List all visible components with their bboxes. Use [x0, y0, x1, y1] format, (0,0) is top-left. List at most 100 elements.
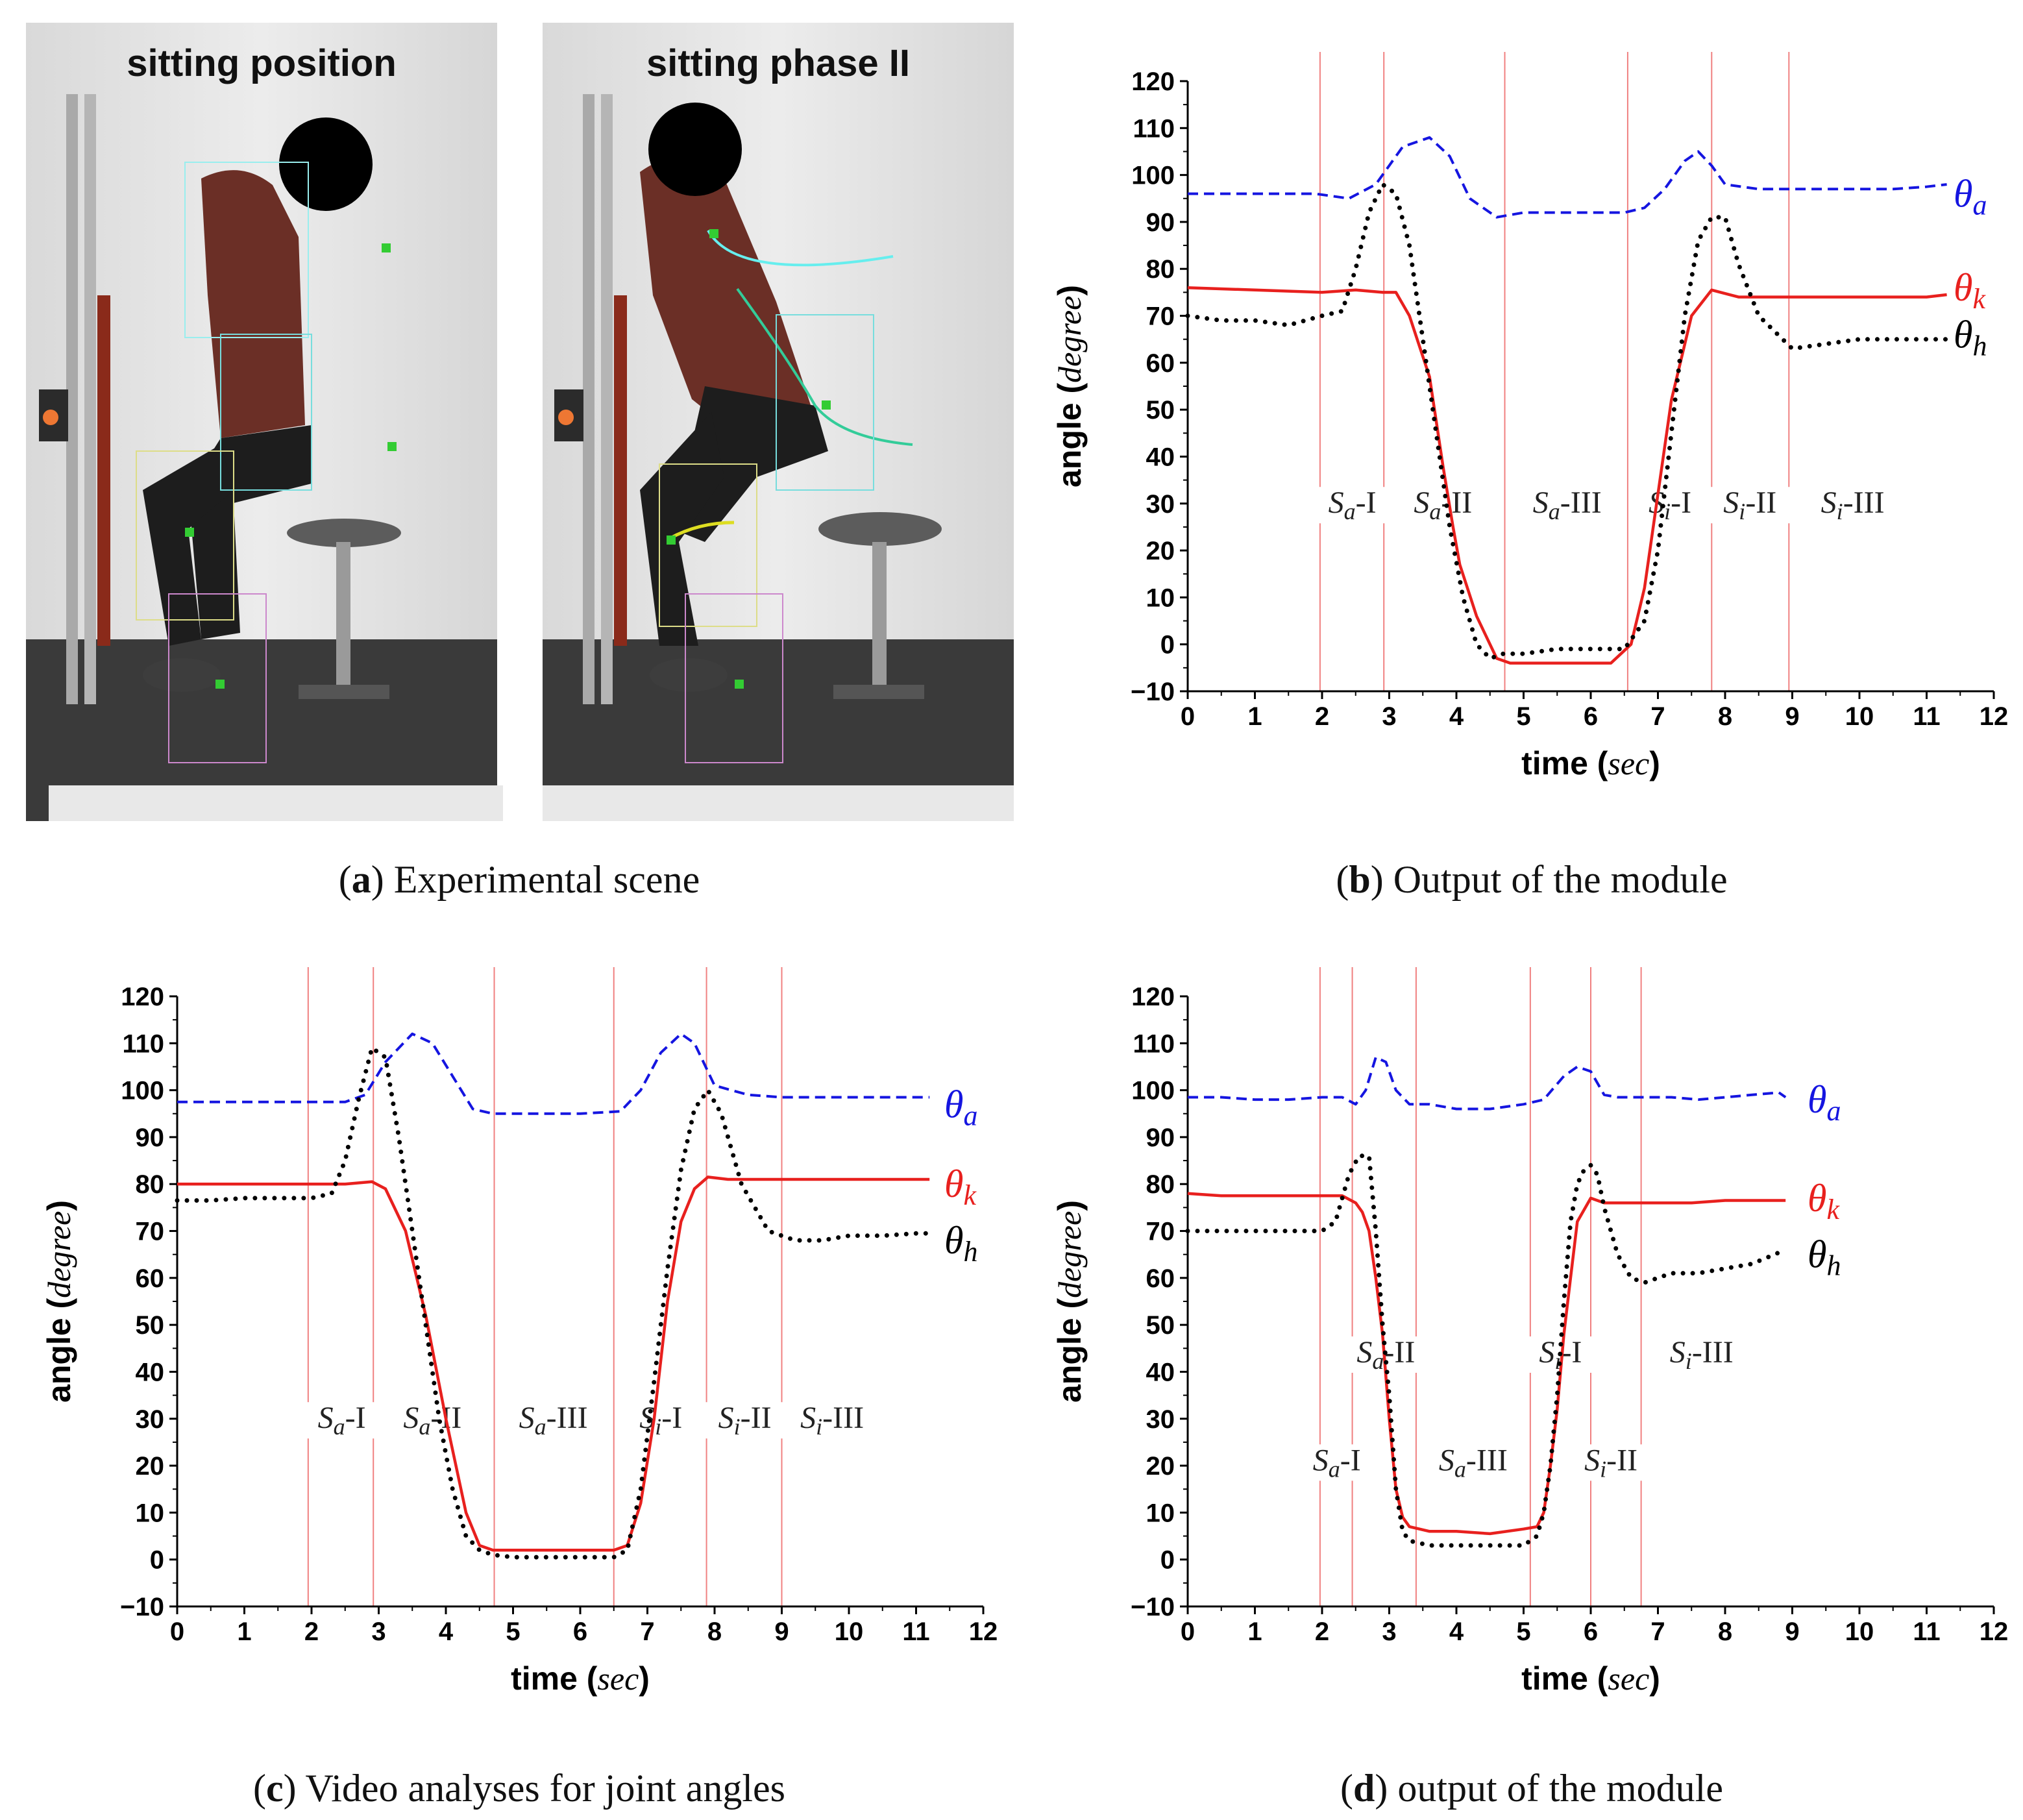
- y-tick-label: 40: [136, 1358, 165, 1386]
- phase-label: Sa-III: [1533, 486, 1602, 524]
- phase-label-base: S: [1313, 1443, 1329, 1477]
- y-axis-title-main: angle (: [1051, 383, 1088, 487]
- caption-d-text: output of the module: [1388, 1767, 1723, 1810]
- legend-label-sub: a: [1826, 1095, 1841, 1127]
- phase-label-background: [1630, 487, 1711, 524]
- stool: [287, 519, 401, 699]
- phase-label-sub: i: [1664, 498, 1671, 524]
- phase-label-base: S: [519, 1401, 535, 1435]
- phase-label-base: S: [1821, 486, 1837, 520]
- y-tick-label: 110: [122, 1029, 164, 1058]
- caption-c-letter: c: [266, 1767, 284, 1810]
- series-line-h: [1185, 182, 1950, 661]
- y-axis-title-close: ): [1051, 285, 1088, 296]
- legend-label-theta-h: θh: [944, 1219, 977, 1268]
- phase-label-base: S: [1670, 1335, 1686, 1370]
- legend-label-theta-a: θa: [1954, 173, 1987, 221]
- x-tick-label: 1: [1247, 702, 1262, 731]
- legend-label-theta-k: θk: [1954, 266, 1986, 315]
- series-line-k: [177, 1175, 930, 1552]
- phase-label-background: [1571, 1444, 1652, 1481]
- phase-label-base: S: [1356, 1335, 1372, 1370]
- y-axis-title-close: ): [1051, 1200, 1088, 1211]
- phase-label-suffix: -II: [741, 1401, 772, 1435]
- y-tick-label: 120: [121, 983, 164, 1011]
- phase-label-sub: i: [1739, 498, 1745, 524]
- caption-c-text: Video analyses for joint angles: [297, 1767, 785, 1810]
- phase-label-background: [1710, 487, 1791, 524]
- y-tick-label: 80: [136, 1170, 165, 1199]
- caption-b-letter: b: [1349, 858, 1370, 901]
- legend-label-sub: h: [963, 1236, 977, 1268]
- phase-label-suffix: -I: [1340, 1443, 1361, 1477]
- phase-label-suffix: -II: [1745, 486, 1776, 520]
- phase-label: Sa-II: [403, 1401, 461, 1440]
- y-tick-label: 100: [121, 1077, 164, 1105]
- y-axis-title: angle (degree): [41, 1200, 77, 1403]
- y-tick-label: 90: [1146, 208, 1175, 237]
- phase-label-sub: a: [419, 1414, 430, 1440]
- phase-label-background: [792, 1402, 873, 1439]
- series-line-a: [1188, 136, 1947, 219]
- face-blur: [648, 103, 742, 196]
- x-axis-title-main: time (: [1521, 1660, 1608, 1697]
- phase-label-background: [1296, 1444, 1377, 1481]
- caption-d-letter: d: [1353, 1767, 1375, 1810]
- phase-label-suffix: -III: [1560, 486, 1602, 520]
- y-tick-label: 50: [1146, 1311, 1175, 1340]
- series-line-a: [177, 1032, 930, 1115]
- phase-label-base: S: [403, 1401, 419, 1435]
- y-tick-label: 80: [1146, 255, 1175, 284]
- x-tick-label: 3: [1382, 1617, 1396, 1646]
- x-tick-label: 3: [1382, 702, 1396, 731]
- phase-label: Si-III: [1821, 486, 1885, 524]
- y-tick-label: 10: [1146, 1499, 1175, 1527]
- phase-label: Sa-I: [1313, 1443, 1361, 1482]
- y-axis-title-unit: degree: [1051, 296, 1088, 383]
- phase-label-sub: a: [1454, 1456, 1466, 1482]
- legend-label-sub: a: [1972, 190, 1987, 221]
- x-tick-label: 10: [835, 1617, 864, 1646]
- x-tick-label: 1: [237, 1617, 251, 1646]
- phase-label-base: S: [318, 1401, 334, 1435]
- phase-label-suffix: -I: [661, 1401, 682, 1435]
- phase-label: Sa-I: [1329, 486, 1377, 524]
- y-tick-label: 20: [1146, 1452, 1175, 1481]
- phase-label: Sa-I: [318, 1401, 366, 1440]
- y-tick-label: 20: [1146, 537, 1175, 565]
- phase-label-suffix: -III: [822, 1401, 864, 1435]
- y-tick-label: −10: [1131, 1593, 1175, 1621]
- phase-label-sub: i: [1837, 498, 1843, 524]
- phase-label-background: [301, 1402, 382, 1439]
- y-tick-label: 70: [1146, 1218, 1175, 1246]
- phase-label-sub: a: [1344, 498, 1356, 524]
- phase-label-background: [704, 1402, 785, 1439]
- phase-label: Si-III: [1670, 1335, 1734, 1374]
- legend-label-theta-h: θh: [1954, 313, 1987, 362]
- phase-label: Si-III: [800, 1401, 864, 1440]
- phase-label-sub: i: [1686, 1348, 1692, 1374]
- floor-ruler: [543, 785, 1014, 821]
- series-line-a: [1188, 1056, 1787, 1111]
- y-tick-label: 30: [136, 1405, 165, 1434]
- legend-label-sub: k: [1972, 283, 1986, 315]
- x-tick-label: 8: [707, 1617, 722, 1646]
- x-tick-label: 5: [1516, 702, 1530, 731]
- x-axis-title-main: time (: [511, 1660, 598, 1697]
- x-tick-label: 4: [1449, 1617, 1464, 1646]
- x-axis-title: time (sec): [1521, 1660, 1660, 1697]
- x-tick-label: 1: [1247, 1617, 1262, 1646]
- phase-label: Si-II: [1723, 486, 1776, 524]
- y-tick-label: 60: [136, 1264, 165, 1293]
- x-tick-label: 9: [1785, 1617, 1799, 1646]
- y-axis-title-main: angle (: [41, 1298, 77, 1403]
- phase-label-sub: a: [535, 1414, 546, 1440]
- phase-label-background: [1526, 487, 1608, 524]
- y-tick-label: 120: [1131, 983, 1175, 1011]
- legend-label-sub: h: [1972, 330, 1987, 362]
- y-tick-label: 0: [1160, 1546, 1175, 1575]
- legend-label-base: θ: [944, 1162, 963, 1205]
- y-tick-label: 120: [1131, 68, 1175, 96]
- x-tick-label: 8: [1718, 1617, 1732, 1646]
- y-tick-label: 110: [1133, 1029, 1175, 1058]
